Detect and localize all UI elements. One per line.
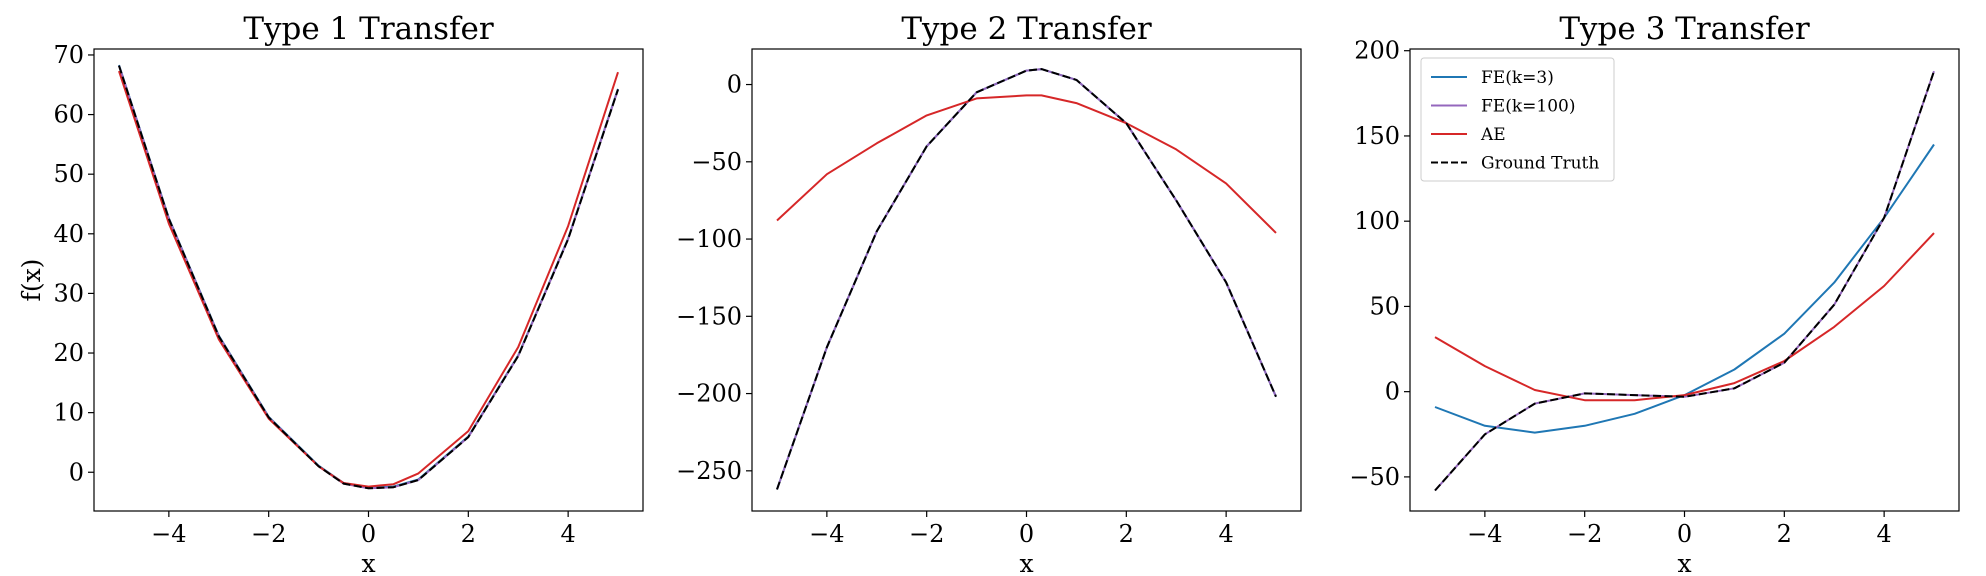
legend-label: FE(k=100): [1481, 97, 1575, 117]
x-axis-label: x: [361, 549, 375, 576]
plot-frame: [751, 48, 1302, 512]
x-tick-label: 2: [461, 520, 476, 548]
y-tick-label: 30: [53, 279, 84, 307]
plot-frame: [93, 48, 644, 512]
x-tick-label: −2: [1567, 520, 1602, 548]
series-line-fe-k-100: [776, 68, 1277, 490]
x-tick-label: 4: [560, 520, 575, 548]
x-axis-label: x: [1019, 549, 1033, 576]
x-tick-label: 0: [1019, 520, 1034, 548]
legend-label: FE(k=3): [1481, 68, 1554, 88]
series-line-fe-k-3: [776, 68, 1277, 490]
series-line-ground-truth: [118, 65, 619, 490]
legend-box: [1420, 57, 1615, 182]
y-tick-label: −50: [691, 148, 742, 176]
x-tick-label: 4: [1218, 520, 1233, 548]
y-tick-label: 50: [53, 160, 84, 188]
y-tick-label: 70: [53, 41, 84, 69]
chart-title: Type 2 Transfer: [901, 11, 1151, 47]
series-group: [118, 64, 619, 490]
series-line-ae: [118, 70, 619, 488]
series-line-ground-truth: [1434, 70, 1935, 492]
chart-panel-2: −4 −2 0 2 4 −250 −200 −150 −100 −50 0 Type 2 Transf…: [676, 11, 1302, 576]
x-tick-label: 0: [361, 520, 376, 548]
x-tick-label: −2: [251, 520, 286, 548]
x-tick-label: 4: [1876, 520, 1891, 548]
y-tick-label: 200: [1354, 37, 1400, 65]
y-tick-label: 40: [53, 220, 84, 248]
series-group: [1434, 70, 1935, 492]
y-tick-label: 20: [53, 339, 84, 367]
y-tick-label: 0: [727, 71, 742, 99]
chart-panel-3: −4 −2 0 2 4 −50 0 50 100 150 200 Type 3 Transfer x FE…: [1349, 11, 1960, 576]
y-tick-label: −100: [676, 225, 742, 253]
series-group: [776, 68, 1277, 490]
x-tick-label: −2: [909, 520, 944, 548]
series-line-ae: [1434, 232, 1935, 402]
y-tick-label: 60: [53, 101, 84, 129]
y-tick-label: −200: [676, 380, 742, 408]
legend-label: Ground Truth: [1481, 154, 1599, 174]
x-tick-label: −4: [151, 520, 186, 548]
y-tick-label: 0: [69, 458, 84, 486]
legend-label: AE: [1480, 125, 1506, 145]
series-line-ae: [776, 94, 1277, 234]
y-tick-label: 10: [53, 399, 84, 427]
y-tick-label: 50: [1369, 292, 1400, 320]
series-line-ground-truth: [776, 68, 1277, 490]
y-tick-label: −250: [676, 457, 742, 485]
y-tick-label: −150: [676, 302, 742, 330]
legend: FE(k=3) FE(k=100) AE Ground Truth: [1420, 57, 1615, 182]
y-tick-label: 0: [1385, 378, 1400, 406]
y-tick-label: 150: [1354, 122, 1400, 150]
y-tick-label: −50: [1349, 463, 1400, 491]
x-tick-label: −4: [1467, 520, 1502, 548]
y-axis-label: f(x): [17, 259, 46, 302]
y-tick-label: 100: [1354, 207, 1400, 235]
x-tick-label: 2: [1777, 520, 1792, 548]
x-tick-label: 2: [1119, 520, 1134, 548]
chart-title: Type 3 Transfer: [1559, 11, 1809, 47]
series-line-fe-k-3: [1434, 143, 1935, 434]
x-tick-label: −4: [809, 520, 844, 548]
x-axis-label: x: [1677, 549, 1691, 576]
x-tick-label: 0: [1677, 520, 1692, 548]
chart-title: Type 1 Transfer: [243, 11, 493, 47]
